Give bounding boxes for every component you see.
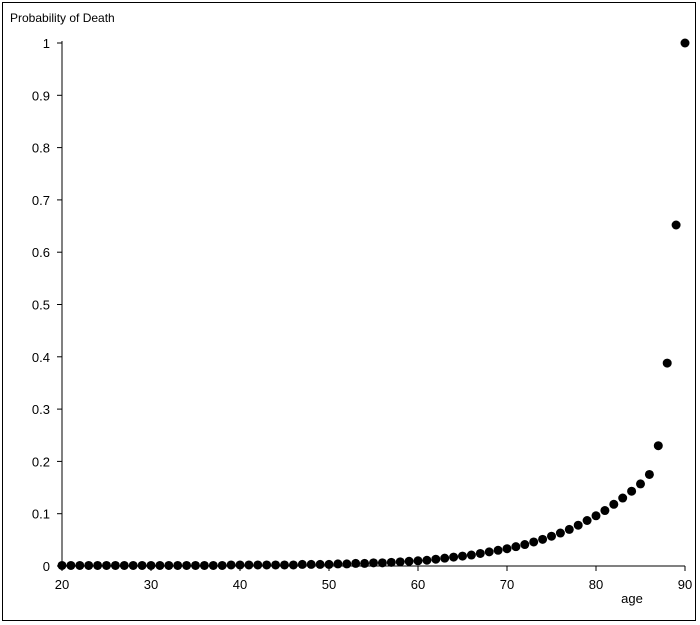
data-point — [66, 560, 76, 570]
y-axis-label: Probability of Death — [10, 11, 115, 25]
data-point — [573, 520, 583, 530]
data-point — [199, 560, 209, 570]
data-point — [102, 560, 111, 570]
data-point — [618, 493, 628, 503]
data-point — [173, 560, 183, 570]
data-point — [395, 557, 405, 567]
data-point — [680, 38, 690, 48]
data-point — [110, 560, 120, 570]
data-point — [547, 531, 556, 541]
data-point — [475, 548, 485, 558]
data-point — [538, 534, 548, 544]
data-point — [369, 558, 378, 568]
data-point — [502, 544, 512, 554]
data-point — [386, 557, 396, 567]
data-point — [306, 559, 316, 569]
data-point — [244, 560, 254, 570]
data-points — [57, 38, 690, 570]
data-point — [271, 560, 281, 570]
y-tick-label: 0.7 — [32, 193, 50, 208]
y-tick-label: 0.4 — [32, 350, 50, 365]
data-point — [208, 560, 218, 570]
data-point — [351, 558, 361, 568]
data-point — [582, 515, 592, 525]
data-point — [458, 551, 467, 561]
x-tick-label: 90 — [678, 577, 692, 592]
data-point — [297, 559, 307, 569]
data-point — [644, 469, 654, 479]
y-tick-label: 0.9 — [32, 88, 50, 103]
data-point — [627, 486, 637, 496]
data-point — [75, 560, 85, 570]
data-point — [591, 511, 601, 521]
axes — [61, 41, 685, 567]
data-point — [431, 554, 441, 564]
data-point — [440, 553, 450, 563]
data-point — [529, 537, 539, 547]
data-point — [404, 556, 414, 566]
y-tick-label: 0.2 — [32, 454, 50, 469]
data-point — [484, 547, 494, 557]
data-point — [342, 559, 352, 569]
data-point — [137, 560, 147, 570]
data-point — [191, 560, 200, 570]
data-point — [119, 560, 129, 570]
data-point — [422, 555, 432, 565]
data-point — [653, 441, 663, 451]
x-tick-label: 60 — [411, 577, 425, 592]
data-point — [57, 560, 67, 570]
data-point — [671, 220, 681, 230]
x-tick-label: 70 — [500, 577, 514, 592]
data-point — [155, 560, 165, 570]
data-point — [288, 560, 298, 570]
data-point — [280, 560, 289, 570]
x-tick-label: 80 — [589, 577, 603, 592]
data-point — [449, 552, 459, 562]
data-point — [128, 560, 138, 570]
data-point — [253, 560, 263, 570]
y-tick-label: 0 — [43, 559, 50, 574]
y-tick-label: 1 — [43, 36, 50, 51]
data-point — [600, 506, 610, 516]
data-point — [377, 558, 387, 568]
data-point — [493, 545, 503, 555]
data-point — [333, 559, 343, 569]
data-point — [315, 559, 325, 569]
data-point — [636, 479, 645, 489]
y-ticks: 0 0.1 0.2 0.3 0.4 0.5 0.6 0.7 0.8 0.9 1 — [32, 36, 62, 574]
y-tick-label: 0.3 — [32, 402, 50, 417]
data-point — [662, 358, 672, 368]
data-point — [520, 540, 530, 550]
x-tick-label: 50 — [322, 577, 336, 592]
data-point — [146, 560, 156, 570]
y-tick-label: 0.6 — [32, 245, 50, 260]
data-point — [360, 558, 370, 568]
data-point — [226, 560, 236, 570]
x-axis-label: age — [621, 591, 643, 606]
data-point — [324, 559, 334, 569]
data-point — [609, 499, 619, 509]
data-point — [235, 560, 245, 570]
x-tick-label: 40 — [233, 577, 247, 592]
x-tick-label: 30 — [144, 577, 158, 592]
x-tick-label: 20 — [55, 577, 69, 592]
data-point — [413, 556, 423, 566]
y-tick-label: 0.5 — [32, 298, 50, 313]
data-point — [511, 542, 521, 552]
data-point — [84, 560, 94, 570]
data-point — [466, 550, 476, 560]
data-point — [262, 560, 272, 570]
y-tick-label: 0.8 — [32, 141, 50, 156]
data-point — [555, 528, 565, 538]
data-point — [182, 560, 192, 570]
data-point — [93, 560, 103, 570]
y-tick-label: 0.1 — [32, 507, 50, 522]
data-point — [164, 560, 174, 570]
data-point — [564, 524, 574, 534]
data-point — [217, 560, 227, 570]
